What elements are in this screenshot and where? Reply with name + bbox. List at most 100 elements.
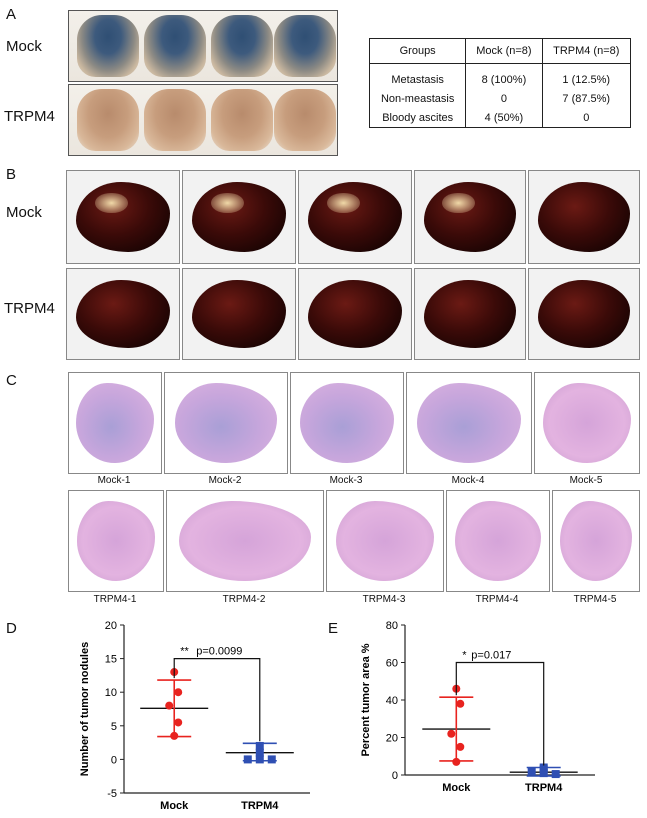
mock-4-label: Mock-4 [451, 475, 485, 486]
trpm4-liver-1 [66, 268, 180, 360]
trpm4-mouse-1 [77, 89, 139, 151]
trpm4-mice-photo [68, 84, 338, 156]
mock-liver-4 [414, 170, 526, 264]
mock-3-histology [290, 372, 404, 474]
y-axis-label: Number of tumor nodules [79, 642, 91, 776]
significance-stars: * [462, 650, 467, 662]
mock-liver-2 [182, 170, 296, 264]
data-point [527, 767, 536, 776]
data-point [539, 769, 548, 778]
panel-a-mock-label: Mock [6, 38, 42, 55]
table-cell: 0 [465, 89, 543, 108]
data-point [551, 770, 560, 779]
trpm4-mouse-3 [211, 89, 273, 151]
panel-b-trpm4-label: TRPM4 [4, 300, 55, 317]
mock-3-label: Mock-3 [329, 475, 363, 486]
panel-a-trpm4-label: TRPM4 [4, 108, 55, 125]
trpm4-5-label: TRPM4-5 [573, 594, 617, 605]
panel-e-label: E [328, 620, 339, 637]
mock-2-histology [164, 372, 288, 474]
trpm4-4-label: TRPM4-4 [475, 594, 519, 605]
y-tick-label: 20 [105, 620, 117, 632]
y-tick-label: 15 [105, 654, 117, 666]
trpm4-liver-2 [182, 268, 296, 360]
table-header-mock: Mock (n=8) [465, 38, 543, 64]
trpm4-1-histology [68, 490, 164, 592]
y-tick-label: 5 [111, 721, 117, 733]
y-tick-label: -5 [107, 788, 117, 800]
mock-4-histology [406, 372, 532, 474]
mock-5-label: Mock-5 [569, 475, 603, 486]
panel-a-label: A [6, 6, 17, 23]
y-axis-label: Percent tumor area % [360, 643, 372, 756]
table-header-groups: Groups [368, 38, 467, 64]
trpm4-liver-5 [528, 268, 640, 360]
metastasis-table: Groups Mock (n=8) TRPM4 (n=8) Metastasis… [368, 38, 632, 128]
panel-d-label: D [6, 620, 17, 637]
table-cell: 1 (12.5%) [541, 70, 632, 89]
significance-stars: ** [180, 646, 189, 658]
table-row: Bloody ascites 4 (50%) 0 [368, 108, 632, 128]
mock-liver-3 [298, 170, 412, 264]
table-cell: 7 (87.5%) [541, 89, 632, 108]
table-cell: Metastasis [368, 70, 467, 89]
panel-c-label: C [6, 372, 17, 389]
table-row: Non-meastasis 0 7 (87.5%) [368, 89, 632, 108]
trpm4-mouse-2 [144, 89, 206, 151]
trpm4-3-label: TRPM4-3 [362, 594, 406, 605]
mock-liver-1 [66, 170, 180, 264]
significance-bracket [455, 661, 545, 766]
data-point [456, 742, 465, 751]
data-point [170, 731, 179, 740]
mock-mouse-3 [211, 15, 273, 77]
data-point [174, 718, 183, 727]
y-tick-label: 60 [386, 658, 398, 670]
data-point [174, 688, 183, 697]
data-point [243, 755, 252, 764]
x-tick-label: Mock [160, 800, 189, 812]
data-point [452, 757, 461, 766]
y-tick-label: 20 [386, 733, 398, 745]
p-value-label: p=0.0099 [196, 646, 242, 658]
mock-liver-5 [528, 170, 640, 264]
mock-5-histology [534, 372, 640, 474]
trpm4-1-label: TRPM4-1 [93, 594, 137, 605]
data-point [447, 729, 456, 738]
y-tick-label: 40 [386, 695, 398, 707]
trpm4-3-histology [326, 490, 444, 592]
trpm4-2-label: TRPM4-2 [222, 594, 266, 605]
y-tick-label: 0 [111, 754, 117, 766]
data-point [456, 699, 465, 708]
chart-e: 0 20 40 60 80 Percent tumor area % Mock TRPM4 * p… [360, 620, 595, 794]
trpm4-2-histology [166, 490, 324, 592]
chart-d: -5 0 5 10 15 20 Number of tumor nodules Mock TRP… [79, 620, 310, 812]
x-tick-label: Mock [442, 782, 471, 794]
data-point [255, 755, 264, 764]
table-cell: 0 [541, 108, 632, 128]
mock-1-histology [68, 372, 162, 474]
mock-mouse-2 [144, 15, 206, 77]
table-cell: Non-meastasis [368, 89, 467, 108]
y-tick-label: 0 [392, 770, 398, 782]
trpm4-liver-4 [414, 268, 526, 360]
table-cell: Bloody ascites [368, 108, 467, 128]
panel-b-mock-label: Mock [6, 204, 42, 221]
mock-mouse-1 [77, 15, 139, 77]
trpm4-liver-3 [298, 268, 412, 360]
table-header-trpm4: TRPM4 (n=8) [541, 38, 632, 64]
mock-2-label: Mock-2 [208, 475, 242, 486]
data-point [255, 741, 264, 750]
mock-1-label: Mock-1 [97, 475, 131, 486]
table-cell: 8 (100%) [465, 70, 543, 89]
trpm4-5-histology [552, 490, 640, 592]
data-point [255, 748, 264, 757]
table-row: Metastasis 8 (100%) 1 (12.5%) [368, 70, 632, 89]
data-point [267, 755, 276, 764]
significance-bracket [173, 657, 261, 742]
y-tick-label: 80 [386, 620, 398, 632]
y-tick-label: 10 [105, 687, 117, 699]
trpm4-4-histology [446, 490, 550, 592]
x-tick-label: TRPM4 [525, 782, 563, 794]
table-cell: 4 (50%) [465, 108, 543, 128]
x-tick-label: TRPM4 [241, 800, 279, 812]
